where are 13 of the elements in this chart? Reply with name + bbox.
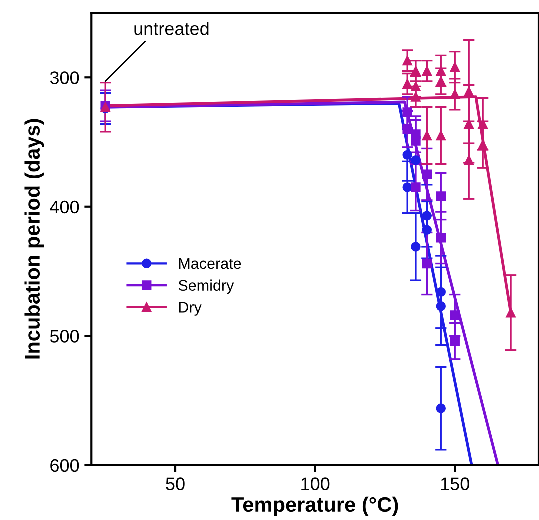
y-tick-label: 600 [50, 459, 80, 472]
x-tick-label: 50 [166, 478, 185, 490]
x-axis-title: Temperature (°C) [232, 496, 398, 516]
x-tick-label: 100 [302, 478, 330, 490]
legend-label: Macerate [179, 258, 242, 270]
legend-label: Semidry [178, 280, 234, 294]
x-tick-label: 150 [441, 478, 470, 490]
y-tick-label: 300 [50, 72, 80, 84]
legend-label: Dry [179, 302, 202, 316]
y-axis-title: Incubation period (days) [24, 119, 44, 359]
annotation: untreated [134, 22, 209, 36]
y-tick-label: 500 [50, 330, 80, 343]
y-tick-label: 400 [50, 200, 80, 214]
